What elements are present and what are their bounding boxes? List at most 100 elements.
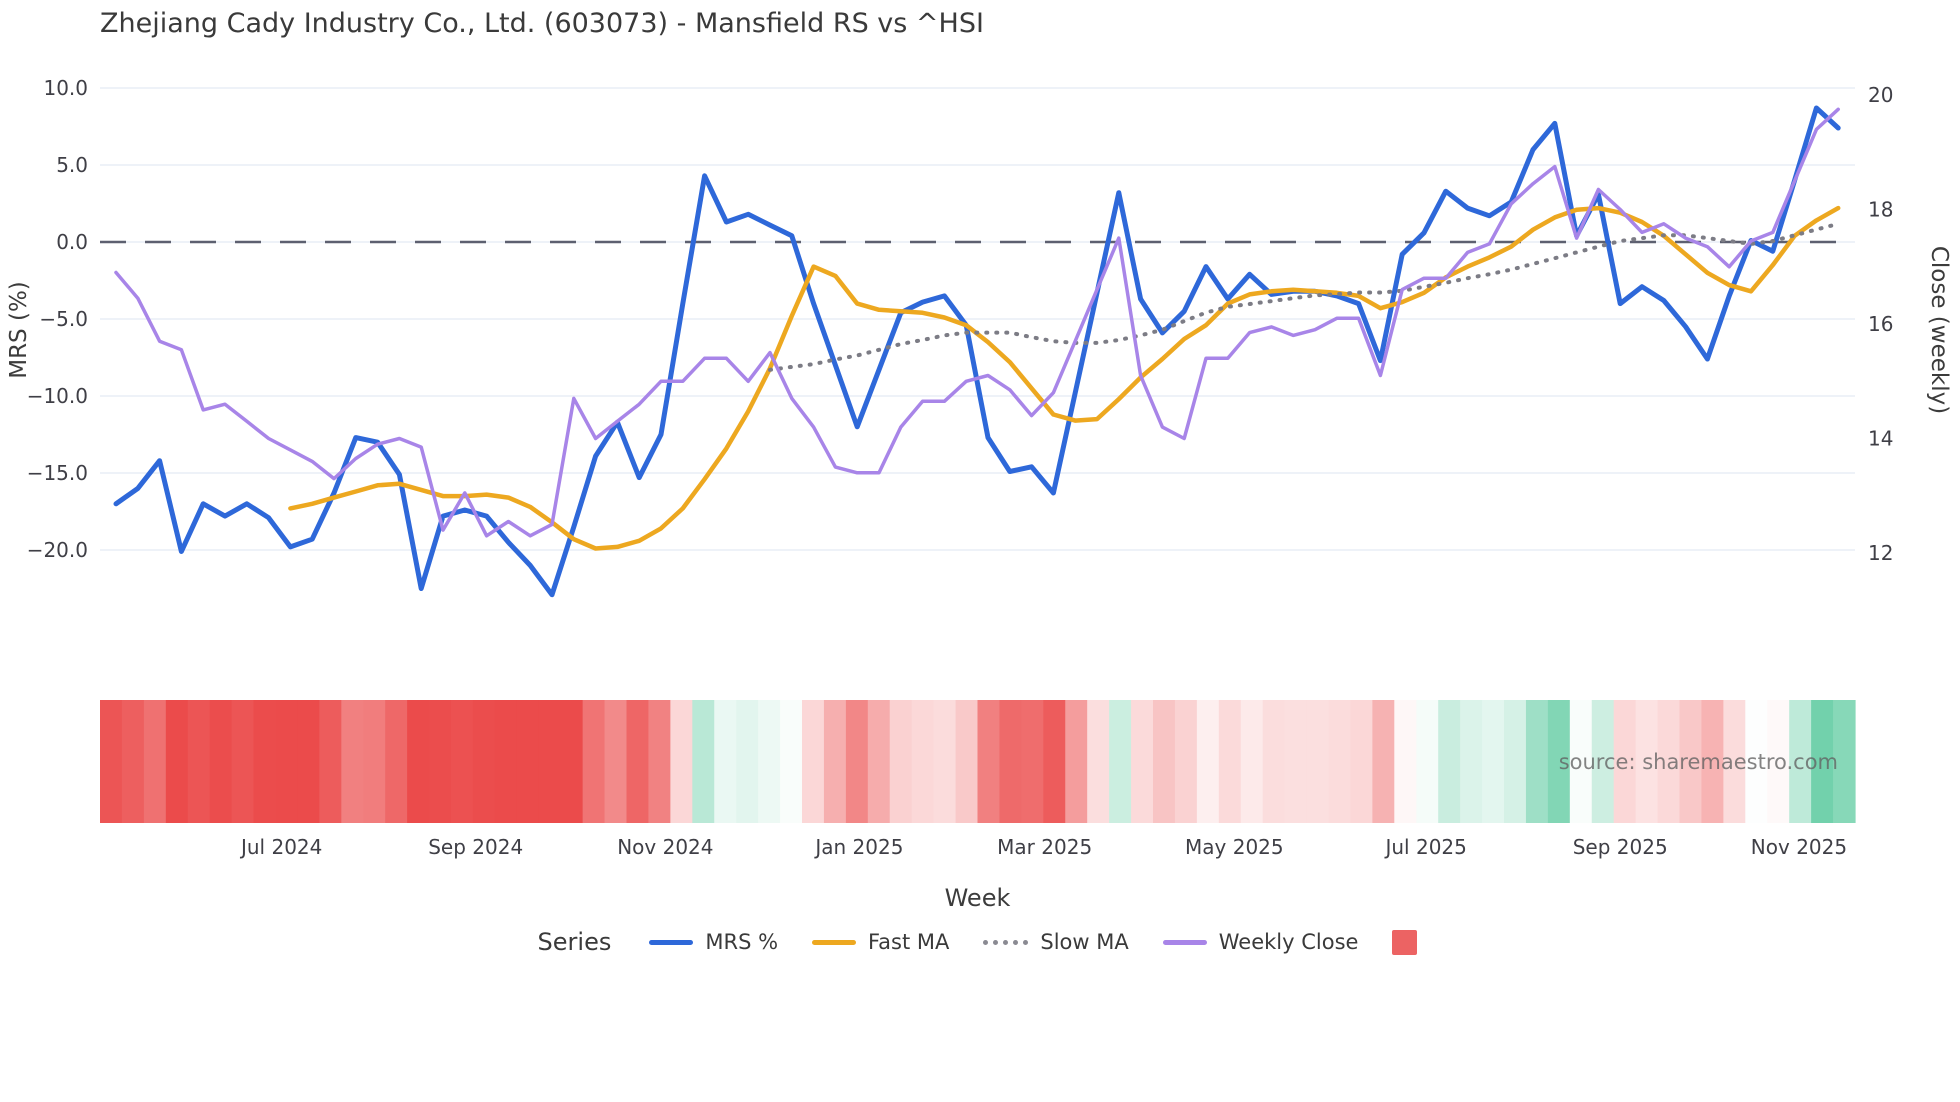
slow-ma-line bbox=[768, 221, 1841, 372]
heatmap-cell bbox=[670, 700, 693, 823]
axis-ticks: 10.0 5.0 0.0 −5.0 −10.0 −15.0 −20.0 20 18 16 14 12 J… bbox=[27, 76, 1894, 859]
right-axis-tick: 20 bbox=[1868, 83, 1893, 107]
heatmap-cell bbox=[845, 700, 869, 823]
heatmap-cell bbox=[297, 700, 320, 823]
heatmap-cell bbox=[1043, 700, 1066, 823]
left-axis-tick: 10.0 bbox=[43, 76, 88, 100]
heatmap-cell bbox=[911, 700, 935, 823]
legend-item-label: Weekly Close bbox=[1218, 930, 1359, 954]
heatmap-cell bbox=[1372, 700, 1395, 823]
legend-item-label: Fast MA bbox=[868, 930, 950, 954]
legend-item-heatmap[interactable] bbox=[1392, 929, 1418, 955]
heatmap-cell bbox=[1218, 700, 1242, 823]
heatmap-cell bbox=[363, 700, 386, 823]
heatmap-cell bbox=[1087, 700, 1110, 823]
heatmap-cell bbox=[889, 700, 913, 823]
legend-item-mrs-[interactable]: MRS % bbox=[649, 930, 778, 954]
x-axis-tick: Nov 2025 bbox=[1751, 835, 1847, 859]
heatmap-cell bbox=[516, 700, 540, 823]
x-axis-tick: Jul 2024 bbox=[239, 835, 322, 859]
heatmap-cell bbox=[1021, 700, 1044, 823]
heatmap-legend-swatch bbox=[1392, 929, 1418, 955]
heatmap-cell bbox=[385, 700, 408, 823]
heatmap-cell bbox=[1525, 700, 1549, 823]
legend-items: MRS % Fast MA Slow MA Weekly Close bbox=[649, 929, 1418, 955]
heatmap-cell bbox=[736, 700, 759, 823]
heatmap-cell bbox=[626, 700, 650, 823]
heatmap-cell bbox=[1438, 700, 1461, 823]
heatmap-cell bbox=[1306, 700, 1330, 823]
heatmap-cell bbox=[275, 700, 299, 823]
heatmap-cell bbox=[1131, 700, 1154, 823]
left-axis-tick: −10.0 bbox=[27, 384, 88, 408]
fast-ma-line bbox=[288, 205, 1841, 551]
legend-swatch-icon bbox=[1162, 939, 1207, 945]
heatmap-cell bbox=[253, 700, 277, 823]
heatmap-cell bbox=[1569, 700, 1593, 823]
heatmap-cell bbox=[999, 700, 1022, 823]
heatmap-cell bbox=[1350, 700, 1373, 823]
right-axis-title: Close (weekly) bbox=[1926, 246, 1952, 414]
left-axis-tick: 0.0 bbox=[56, 230, 88, 254]
left-axis-tick: 5.0 bbox=[56, 153, 88, 177]
heatmap-cell bbox=[977, 700, 1001, 823]
heatmap-cell bbox=[1613, 700, 1637, 823]
heatmap-cell bbox=[1065, 700, 1088, 823]
heatmap-cell bbox=[451, 700, 474, 823]
heatmap-cell bbox=[121, 700, 145, 823]
x-axis-tick: Mar 2025 bbox=[997, 835, 1092, 859]
heatmap-cell bbox=[319, 700, 342, 823]
heatmap-cell bbox=[1196, 700, 1220, 823]
left-axis-title: MRS (%) bbox=[6, 281, 32, 379]
heatmap-cell bbox=[582, 700, 606, 823]
legend-swatch-icon bbox=[649, 939, 694, 945]
legend-item-slow-ma[interactable]: Slow MA bbox=[983, 930, 1129, 954]
heatmap-cell bbox=[867, 700, 891, 823]
right-axis-tick: 14 bbox=[1868, 427, 1893, 451]
heatmap-cell bbox=[1153, 700, 1176, 823]
heatmap-cell bbox=[560, 700, 584, 823]
heatmap-cell bbox=[187, 700, 211, 823]
legend-title: Series bbox=[537, 928, 612, 956]
mrs-heatmap-strip bbox=[100, 700, 1856, 823]
legend: Series MRS % Fast MA Slow MA Weekly Close bbox=[100, 928, 1855, 956]
x-axis-title: Week bbox=[944, 884, 1011, 912]
heatmap-cell bbox=[758, 700, 781, 823]
heatmap-cell bbox=[472, 700, 496, 823]
legend-swatch-icon bbox=[983, 939, 1029, 945]
legend-item-fast-ma[interactable]: Fast MA bbox=[812, 930, 949, 954]
legend-item-label: MRS % bbox=[705, 930, 779, 954]
x-axis-tick: Nov 2024 bbox=[617, 835, 713, 859]
x-axis-tick: May 2025 bbox=[1185, 835, 1284, 859]
legend-item-weekly-close[interactable]: Weekly Close bbox=[1162, 930, 1359, 954]
heatmap-cell bbox=[1701, 700, 1724, 823]
heatmap-cell bbox=[1482, 700, 1505, 823]
x-axis-tick: Jul 2025 bbox=[1383, 835, 1466, 859]
right-axis-tick: 18 bbox=[1868, 198, 1893, 222]
heatmap-cell bbox=[1109, 700, 1132, 823]
mrs--line bbox=[113, 105, 1841, 598]
right-axis-tick: 12 bbox=[1868, 541, 1893, 565]
heatmap-cell bbox=[231, 700, 255, 823]
heatmap-cell bbox=[100, 700, 123, 823]
heatmap-cell bbox=[1657, 700, 1681, 823]
heatmap-cell bbox=[1262, 700, 1286, 823]
heatmap-cell bbox=[1460, 700, 1483, 823]
left-axis-tick: −20.0 bbox=[27, 538, 88, 562]
gridlines bbox=[100, 87, 1855, 551]
heatmap-cell bbox=[1174, 700, 1198, 823]
heatmap-cell bbox=[1547, 700, 1571, 823]
heatmap-cell bbox=[1416, 700, 1439, 823]
heatmap-cell bbox=[780, 700, 803, 823]
heatmap-cell bbox=[955, 700, 979, 823]
heatmap-cell bbox=[1284, 700, 1308, 823]
x-axis-tick: Sep 2024 bbox=[428, 835, 523, 859]
heatmap-cell bbox=[209, 700, 233, 823]
heatmap-cell bbox=[407, 700, 430, 823]
heatmap-cell bbox=[1811, 700, 1834, 823]
heatmap-cell bbox=[165, 700, 189, 823]
heatmap-cell bbox=[802, 700, 825, 823]
heatmap-cell bbox=[604, 700, 628, 823]
heatmap-cell bbox=[1394, 700, 1417, 823]
